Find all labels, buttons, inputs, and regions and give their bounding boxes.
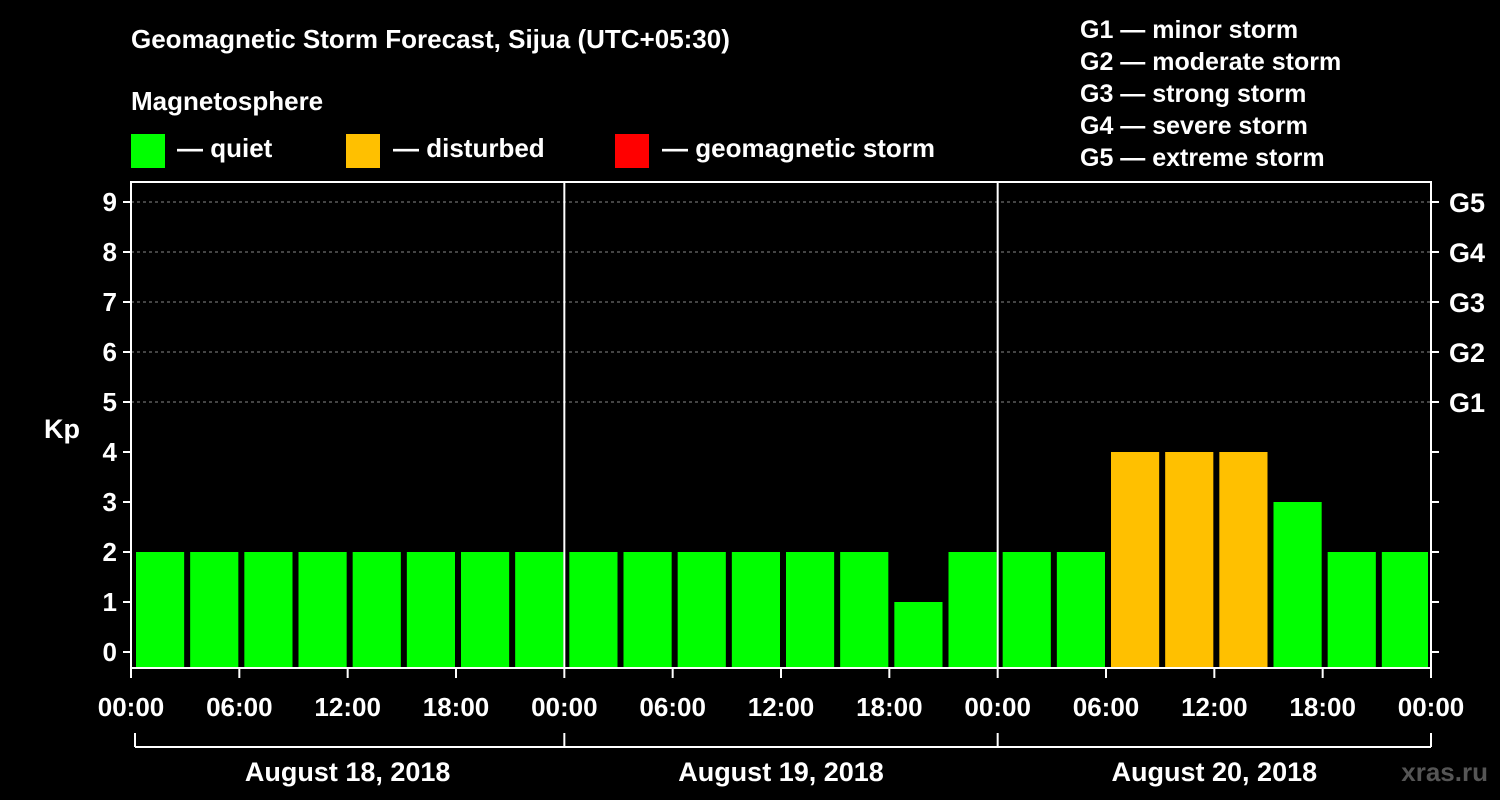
kp-bar — [948, 552, 997, 668]
storm-scale-g3: G3 — strong storm — [1080, 80, 1307, 108]
x-tick-label: 12:00 — [1181, 692, 1248, 722]
kp-bar — [677, 552, 726, 668]
kp-bar — [569, 552, 618, 668]
x-tick-label: 06:00 — [206, 692, 273, 722]
storm-scale-g5: G5 — extreme storm — [1080, 144, 1325, 172]
y-tick-label: 3 — [103, 487, 117, 517]
y-tick-label: 1 — [103, 587, 117, 617]
chart-title: Geomagnetic Storm Forecast, Sijua (UTC+0… — [131, 24, 730, 54]
kp-bar — [1219, 452, 1268, 668]
y-tick-label: 8 — [103, 237, 117, 267]
storm-scale-g1: G1 — minor storm — [1080, 16, 1299, 44]
legend-label-disturbed: — disturbed — [393, 133, 545, 163]
x-tick-label: 00:00 — [1398, 692, 1465, 722]
kp-bar — [894, 602, 943, 668]
kp-bar — [244, 552, 293, 668]
kp-bar — [1002, 552, 1051, 668]
y-tick-label: 5 — [103, 387, 117, 417]
x-tick-label: 12:00 — [314, 692, 381, 722]
kp-bar — [406, 552, 455, 668]
storm-scale-g4: G4 — severe storm — [1080, 112, 1308, 140]
legend-swatch-quiet — [131, 134, 165, 168]
kp-bar — [731, 552, 780, 668]
y-tick-label: 9 — [103, 187, 117, 217]
g-scale-label: G1 — [1449, 388, 1485, 418]
x-tick-label: 00:00 — [531, 692, 598, 722]
legend-swatch-disturbed — [346, 134, 380, 168]
kp-bar — [1056, 552, 1105, 668]
legend-swatch-storm — [615, 134, 649, 168]
kp-bar — [136, 552, 185, 668]
x-tick-label: 18:00 — [1289, 692, 1356, 722]
kp-bar — [623, 552, 672, 668]
x-tick-label: 18:00 — [423, 692, 490, 722]
kp-bar — [786, 552, 835, 668]
day-label: August 20, 2018 — [1112, 757, 1318, 787]
kp-bar — [1111, 452, 1160, 668]
legend-label-quiet: — quiet — [177, 133, 273, 163]
kp-bar — [352, 552, 401, 668]
watermark: xras.ru — [1401, 757, 1488, 787]
legend-label-storm: — geomagnetic storm — [662, 133, 936, 163]
y-tick-label: 4 — [103, 437, 118, 467]
x-tick-label: 00:00 — [964, 692, 1031, 722]
x-tick-label: 18:00 — [856, 692, 923, 722]
g-scale-label: G5 — [1449, 188, 1485, 218]
kp-bar — [298, 552, 347, 668]
y-axis-label: Kp — [44, 414, 80, 444]
kp-bar — [190, 552, 239, 668]
x-tick-label: 06:00 — [1073, 692, 1140, 722]
y-tick-label: 6 — [103, 337, 117, 367]
g-scale-label: G3 — [1449, 288, 1485, 318]
y-tick-label: 0 — [103, 637, 117, 667]
x-tick-label: 00:00 — [98, 692, 165, 722]
kp-bar — [1165, 452, 1214, 668]
day-label: August 19, 2018 — [678, 757, 884, 787]
g-scale-label: G4 — [1449, 238, 1485, 268]
kp-bar — [1273, 502, 1322, 668]
y-tick-label: 7 — [103, 287, 117, 317]
kp-bar — [515, 552, 564, 668]
magnetosphere-label: Magnetosphere — [131, 86, 324, 116]
y-tick-label: 2 — [103, 537, 117, 567]
kp-bar — [1381, 552, 1428, 668]
kp-bar — [461, 552, 510, 668]
kp-bar — [1327, 552, 1376, 668]
storm-scale-list: G1 — minor storm G2 — moderate storm G3 … — [1080, 14, 1341, 174]
g-scale-label: G2 — [1449, 338, 1485, 368]
x-tick-label: 12:00 — [748, 692, 815, 722]
storm-scale-g2: G2 — moderate storm — [1080, 48, 1342, 76]
day-label: August 18, 2018 — [245, 757, 451, 787]
x-tick-label: 06:00 — [639, 692, 706, 722]
kp-bar — [840, 552, 889, 668]
